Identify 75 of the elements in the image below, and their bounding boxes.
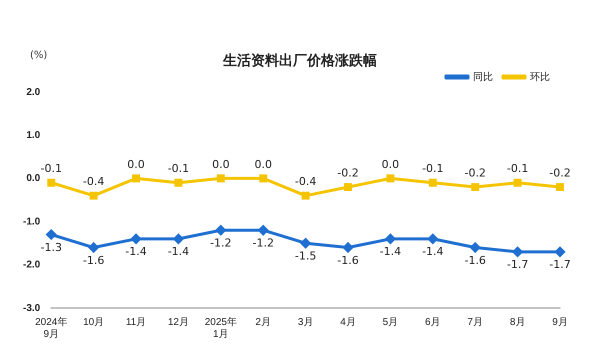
data-label: -1.4: [125, 245, 147, 258]
data-label: -0.1: [506, 162, 528, 176]
chart-title: 生活资料出厂价格涨跌幅: [223, 53, 377, 69]
legend-label: 同比: [473, 70, 493, 83]
x-tick-label: 7月: [467, 316, 483, 328]
point: [514, 178, 522, 187]
x-tick-label: 8月: [510, 316, 526, 328]
point: [343, 242, 354, 253]
data-label: -1.2: [252, 236, 274, 250]
data-label: -1.6: [82, 254, 104, 267]
point: [88, 242, 99, 253]
x-tick-label: 2月: [255, 316, 271, 328]
x-tick-label: 2024年 9月: [35, 316, 68, 340]
point: [555, 246, 565, 257]
data-label: -0.2: [464, 166, 486, 180]
data-label: -0.2: [549, 166, 571, 180]
point: [386, 174, 394, 182]
x-tick-label: 9月: [552, 316, 568, 328]
data-label: -1.6: [464, 254, 486, 267]
point: [47, 178, 56, 187]
y-tick-label: -1.0: [22, 216, 41, 228]
data-label: -0.2: [337, 166, 359, 180]
x-tick-label: 6月: [425, 316, 441, 328]
point: [471, 183, 480, 192]
point: [556, 183, 564, 192]
data-label: -1.4: [168, 245, 190, 258]
point: [131, 234, 142, 244]
point: [259, 174, 268, 182]
point: [216, 174, 225, 182]
y-tick-label: -2.0: [22, 260, 41, 271]
point: [132, 174, 140, 182]
x-tick-label: 5月: [382, 316, 398, 328]
x-tick-label: 3月: [298, 316, 314, 328]
point: [344, 183, 352, 192]
data-label: -1.4: [422, 245, 444, 258]
data-label: 0.0: [254, 158, 272, 171]
point: [385, 234, 396, 244]
point: [174, 178, 182, 187]
x-tick-label: 4月: [340, 316, 356, 328]
point: [216, 225, 226, 236]
legend-label: 环比: [530, 70, 550, 83]
data-label: -0.1: [422, 162, 444, 176]
y-axis-title: (%): [30, 50, 48, 61]
data-label: -0.1: [168, 162, 190, 176]
point: [302, 192, 310, 200]
point: [258, 225, 268, 236]
data-label: -0.1: [40, 162, 62, 176]
point: [300, 238, 311, 248]
y-tick-label: -3.0: [22, 302, 41, 314]
data-label: -1.7: [506, 258, 528, 272]
data-label: -0.4: [82, 175, 104, 188]
x-tick-label: 11月: [126, 316, 146, 328]
y-tick-label: 2.0: [26, 86, 41, 98]
y-tick-label: 0.0: [26, 173, 41, 184]
data-label: -1.5: [294, 250, 316, 263]
data-label: -0.4: [294, 175, 316, 188]
x-tick-label: 10月: [83, 316, 104, 328]
data-label: -1.3: [40, 240, 62, 254]
data-label: 0.0: [127, 158, 145, 171]
x-tick-label: 12月: [168, 316, 189, 328]
point: [512, 246, 523, 257]
point: [428, 178, 437, 187]
point: [428, 234, 438, 244]
point: [46, 230, 56, 240]
x-tick-label: 2025年 1月: [204, 316, 237, 340]
point: [173, 234, 184, 244]
data-label: 0.0: [212, 158, 230, 171]
data-label: -1.4: [380, 245, 402, 258]
data-label: -1.2: [210, 236, 232, 250]
data-label: -1.6: [337, 254, 359, 267]
data-label: 0.0: [382, 158, 400, 171]
point: [470, 242, 480, 253]
y-tick-label: 1.0: [26, 130, 41, 141]
data-label: -1.7: [549, 258, 571, 272]
point: [90, 192, 98, 200]
